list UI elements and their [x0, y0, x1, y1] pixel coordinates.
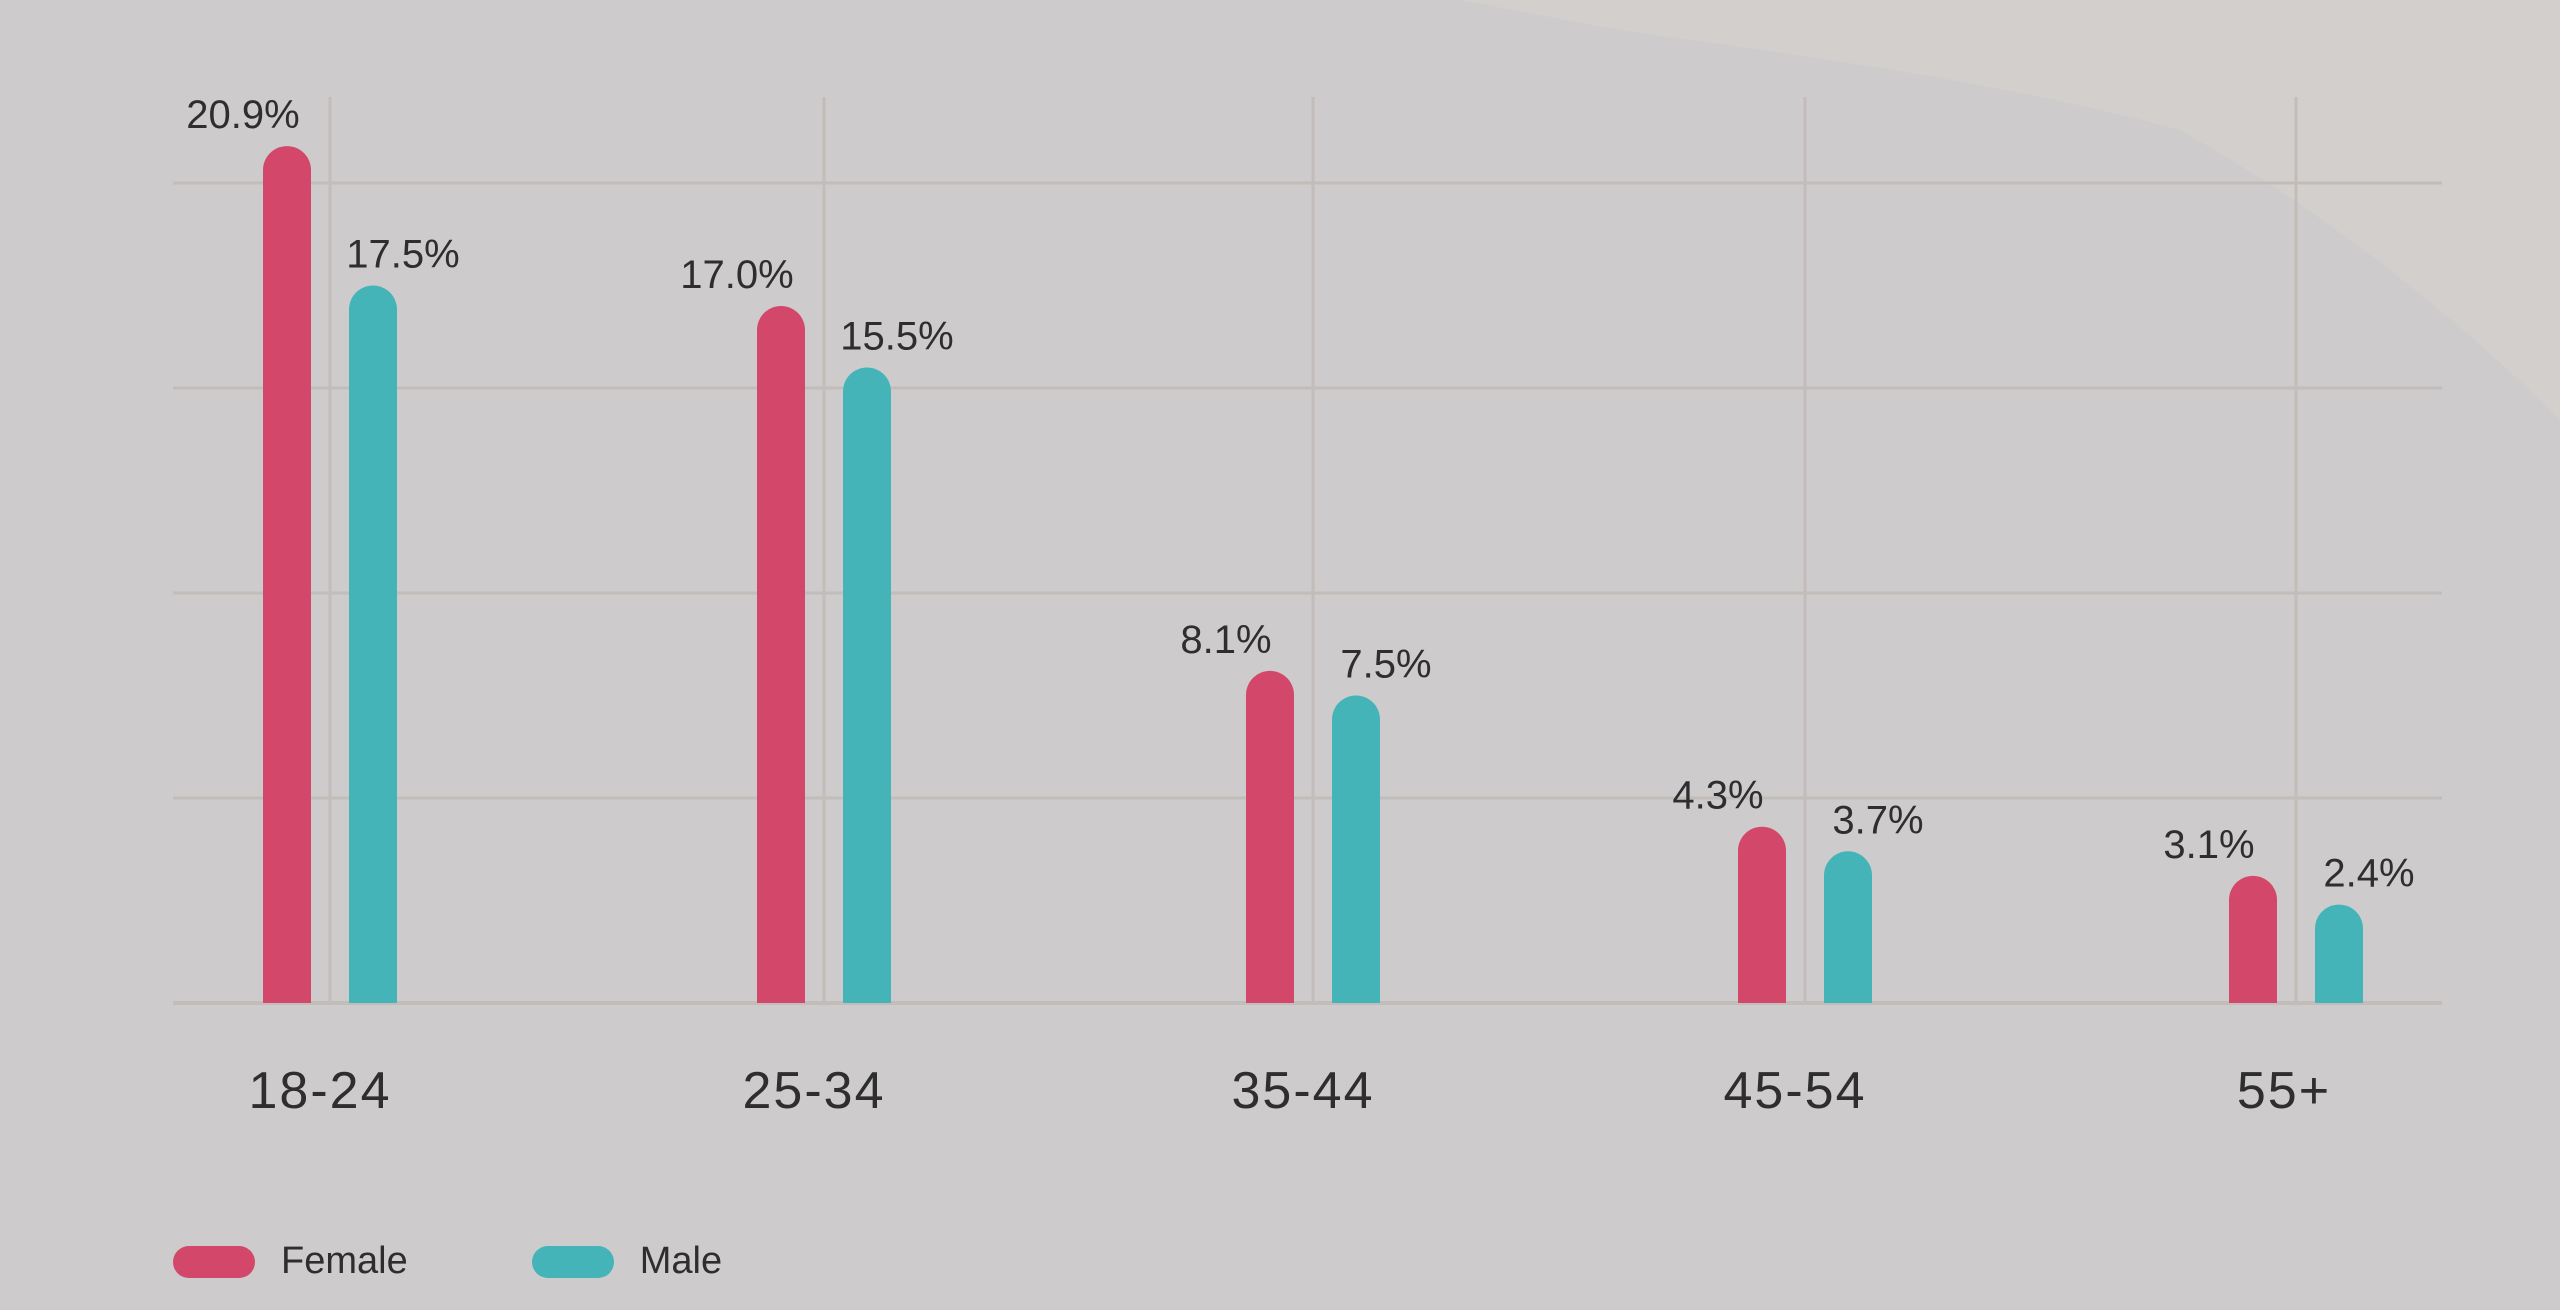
data-label-male-18-24: 17.5%	[346, 233, 459, 277]
x-tick-label-25-34: 25-34	[743, 1062, 886, 1120]
bar-male-18-24	[349, 285, 397, 1003]
legend-swatch-female	[173, 1245, 255, 1278]
data-label-female-55+: 3.1%	[2163, 823, 2254, 867]
legend-item-male: Male	[531, 1240, 723, 1283]
bar-male-55+	[2315, 904, 2363, 1003]
data-label-male-25-34: 15.5%	[840, 315, 953, 359]
x-tick-label-18-24: 18-24	[249, 1062, 392, 1120]
data-label-male-55+: 2.4%	[2323, 852, 2414, 896]
data-label-male-35-44: 7.5%	[1340, 643, 1431, 687]
bar-female-35-44	[1246, 670, 1294, 1003]
bar-female-25-34	[757, 306, 805, 1003]
legend-label-male: Male	[639, 1240, 723, 1282]
grid-layer	[173, 97, 2442, 1005]
legend: Female Male	[173, 1240, 846, 1283]
labels-layer: 20.9% 17.0% 8.1% 4.3% 3.1% 17.5% 15.5% 7.5% 3.7%…	[186, 93, 2414, 1120]
bar-female-45-54	[1738, 826, 1786, 1003]
legend-label-female: Female	[281, 1240, 408, 1282]
x-tick-label-55+: 55+	[2237, 1062, 2331, 1120]
legend-swatch-male	[531, 1245, 614, 1278]
bars-layer	[263, 146, 2363, 1004]
data-label-female-18-24: 20.9%	[186, 93, 299, 137]
legend-item-female: Female	[173, 1240, 408, 1283]
x-tick-label-35-44: 35-44	[1232, 1062, 1375, 1120]
data-label-male-45-54: 3.7%	[1832, 798, 1923, 842]
bar-female-18-24	[263, 146, 311, 1004]
data-label-female-45-54: 4.3%	[1672, 774, 1763, 818]
x-tick-label-45-54: 45-54	[1724, 1062, 1867, 1120]
bar-female-55+	[2229, 875, 2277, 1003]
bar-male-25-34	[843, 367, 891, 1003]
bar-male-35-44	[1332, 695, 1380, 1003]
data-label-female-35-44: 8.1%	[1180, 618, 1271, 662]
bar-male-45-54	[1824, 851, 1872, 1003]
data-label-female-25-34: 17.0%	[680, 253, 793, 297]
